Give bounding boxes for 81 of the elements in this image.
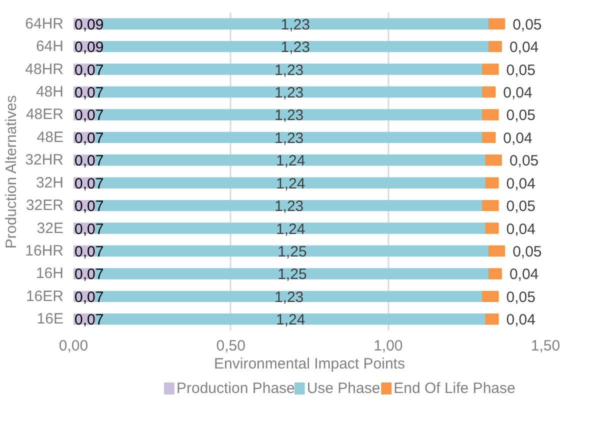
y-axis-title: Production Alternatives xyxy=(3,95,20,249)
data-label: 0,07 xyxy=(74,152,104,170)
y-tick-label: 16E xyxy=(36,310,64,328)
data-label: 0,09 xyxy=(74,39,104,56)
bar xyxy=(482,200,499,212)
y-tick-label: 32ER xyxy=(26,197,64,214)
y-tick-label: 64HR xyxy=(25,15,64,32)
data-label: 0,04 xyxy=(503,130,532,147)
bar xyxy=(101,40,490,52)
data-label: 0,05 xyxy=(512,16,542,34)
x-tick-label: 0,50 xyxy=(216,338,246,354)
x-tick-label: 0,00 xyxy=(58,338,88,354)
y-tick-label: 48H xyxy=(36,84,64,100)
y-tick-label: 32E xyxy=(36,220,64,237)
data-label: 1,23 xyxy=(274,198,304,216)
bar xyxy=(482,64,499,75)
data-label: 0,05 xyxy=(506,62,536,79)
data-label: 0,07 xyxy=(74,244,104,260)
data-label: 0,05 xyxy=(506,288,536,306)
data-label: 0,07 xyxy=(74,312,104,329)
bar xyxy=(488,245,506,257)
legend-label: End Of Life Phase xyxy=(394,380,516,397)
data-label: 0,05 xyxy=(509,152,539,170)
data-label: 1,24 xyxy=(276,175,306,192)
bar xyxy=(482,290,499,302)
data-label: 1,24 xyxy=(276,312,306,329)
y-tick-label: 48E xyxy=(36,128,64,146)
data-label: 0,07 xyxy=(74,198,104,216)
y-tick-label: 48ER xyxy=(26,106,64,124)
legend-label: Use Phase xyxy=(306,380,380,397)
y-tick-label: 16ER xyxy=(26,288,64,305)
data-label: 0,07 xyxy=(74,266,104,284)
legend-label: Production Phase xyxy=(176,380,295,397)
data-label: 0,05 xyxy=(506,198,536,216)
y-tick-label: 64H xyxy=(36,38,64,56)
data-label: 1,23 xyxy=(274,62,304,79)
bar xyxy=(482,109,499,120)
data-label: 1,23 xyxy=(274,130,304,147)
y-tick-label: 32H xyxy=(36,174,64,192)
data-label: 0,04 xyxy=(503,84,532,102)
bar xyxy=(485,154,502,166)
bar xyxy=(482,86,496,98)
bar xyxy=(488,40,502,52)
data-label: 0,07 xyxy=(74,175,104,192)
y-tick-label: 48HR xyxy=(25,60,64,78)
x-axis-title: Environmental Impact Points xyxy=(214,356,405,372)
x-tick-label: 1,50 xyxy=(530,338,560,354)
data-label: 0,04 xyxy=(506,312,536,329)
data-label: 0,04 xyxy=(509,39,539,56)
y-tick-label: 16H xyxy=(36,265,64,282)
data-label: 1,24 xyxy=(276,220,306,238)
y-tick-label: 32HR xyxy=(25,152,64,169)
data-label: 0,04 xyxy=(506,220,536,238)
data-label: 1,23 xyxy=(274,84,304,102)
y-tick-label: 16HR xyxy=(25,242,64,260)
data-label: 0,04 xyxy=(509,266,539,284)
data-label: 0,04 xyxy=(506,175,536,192)
data-label: 1,24 xyxy=(276,152,306,170)
x-tick-label: 1,00 xyxy=(374,338,403,354)
data-label: 0,07 xyxy=(74,107,104,124)
bar xyxy=(488,18,506,30)
data-label: 0,09 xyxy=(74,16,104,34)
bar xyxy=(485,314,499,325)
data-label: 1,23 xyxy=(280,39,310,56)
data-label: 1,23 xyxy=(274,107,304,124)
data-label: 0,05 xyxy=(506,107,536,124)
data-label: 0,07 xyxy=(74,288,104,306)
data-label: 1,23 xyxy=(280,16,310,34)
data-label: 1,25 xyxy=(278,244,307,260)
data-label: 1,23 xyxy=(274,288,304,306)
bar xyxy=(482,132,496,144)
data-label: 0,07 xyxy=(74,130,104,147)
data-label: 0,07 xyxy=(74,84,104,102)
data-label: 1,25 xyxy=(278,266,307,284)
bar xyxy=(101,18,490,30)
data-label: 0,05 xyxy=(512,244,542,260)
bar xyxy=(485,177,499,188)
bar xyxy=(488,268,502,280)
data-label: 0,07 xyxy=(74,220,104,238)
data-label: 0,07 xyxy=(74,62,104,79)
bar xyxy=(485,222,499,234)
